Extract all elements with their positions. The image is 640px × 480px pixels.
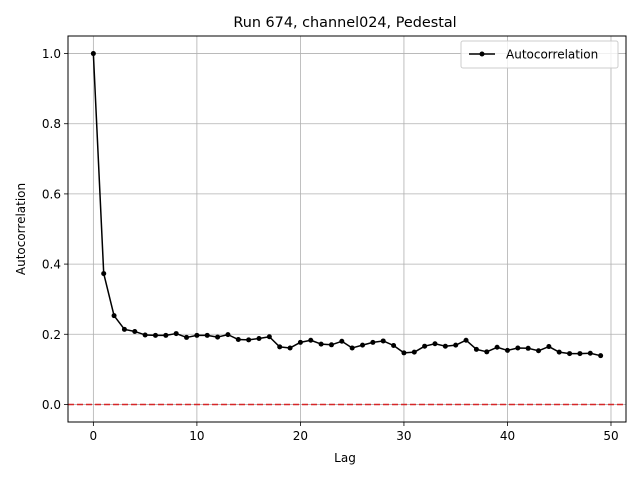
y-tick-label: 0.4 [42, 258, 61, 272]
data-point [587, 350, 593, 356]
data-point [546, 344, 552, 350]
x-tick-label: 0 [90, 429, 98, 443]
data-point [370, 339, 376, 345]
data-point [504, 347, 510, 353]
data-point [235, 337, 241, 343]
y-tick-label: 1.0 [42, 47, 61, 61]
legend-label: Autocorrelation [506, 48, 598, 62]
data-point [318, 341, 324, 347]
data-point [163, 332, 169, 338]
data-point [246, 337, 252, 343]
data-point [297, 339, 303, 345]
y-tick-label: 0.8 [42, 117, 61, 131]
x-tick-label: 10 [189, 429, 204, 443]
plot-area-frame [67, 35, 627, 423]
chart-title: Run 674, channel024, Pedestal [233, 15, 456, 31]
data-point [380, 338, 386, 344]
x-axis-ticks: 0 10 20 30 40 50 [90, 422, 619, 443]
y-tick-label: 0.0 [42, 398, 61, 412]
y-axis-label: Autocorrelation [14, 183, 28, 275]
x-tick-label: 40 [500, 429, 515, 443]
legend-box [460, 40, 619, 69]
data-point [401, 350, 407, 356]
data-point [287, 345, 293, 351]
data-point [432, 341, 438, 347]
data-point [204, 332, 210, 338]
y-axis-ticks: 0.0 0.2 0.4 0.6 0.8 1.0 [42, 47, 68, 412]
data-point [90, 51, 96, 57]
data-point [256, 335, 262, 341]
y-tick-label: 0.6 [42, 187, 61, 201]
x-axis-label: Lag [334, 451, 356, 465]
data-point [184, 334, 190, 340]
x-tick-label: 50 [603, 429, 618, 443]
data-point [525, 345, 531, 351]
data-point [422, 343, 428, 349]
data-point [442, 343, 448, 349]
y-tick-label: 0.2 [42, 328, 61, 342]
data-point [194, 332, 200, 338]
data-point [463, 337, 469, 343]
legend-marker-sample [479, 51, 485, 57]
data-point [101, 271, 107, 277]
data-point [515, 345, 521, 351]
data-point [277, 344, 283, 350]
data-point [577, 351, 583, 357]
data-point [266, 334, 272, 340]
data-point [567, 351, 573, 357]
data-series [90, 51, 604, 359]
data-point [349, 345, 355, 351]
data-point [328, 342, 334, 348]
data-point [484, 349, 490, 355]
data-point [411, 349, 417, 355]
data-point [494, 344, 500, 350]
data-point [173, 331, 179, 337]
data-point [215, 334, 221, 340]
data-point [536, 348, 542, 354]
data-point [142, 332, 148, 338]
data-point [453, 342, 459, 348]
data-point [121, 326, 127, 332]
x-tick-label: 20 [293, 429, 308, 443]
data-point [391, 343, 397, 349]
data-point [339, 338, 345, 344]
data-point [152, 332, 158, 338]
legend: Autocorrelation [460, 40, 619, 69]
x-tick-label: 30 [396, 429, 411, 443]
data-point [473, 346, 479, 352]
data-point [360, 342, 366, 348]
data-point [225, 332, 231, 338]
data-point [598, 353, 604, 359]
data-point [111, 313, 117, 319]
data-point [132, 328, 138, 334]
data-point [556, 349, 562, 355]
data-point [308, 337, 314, 343]
